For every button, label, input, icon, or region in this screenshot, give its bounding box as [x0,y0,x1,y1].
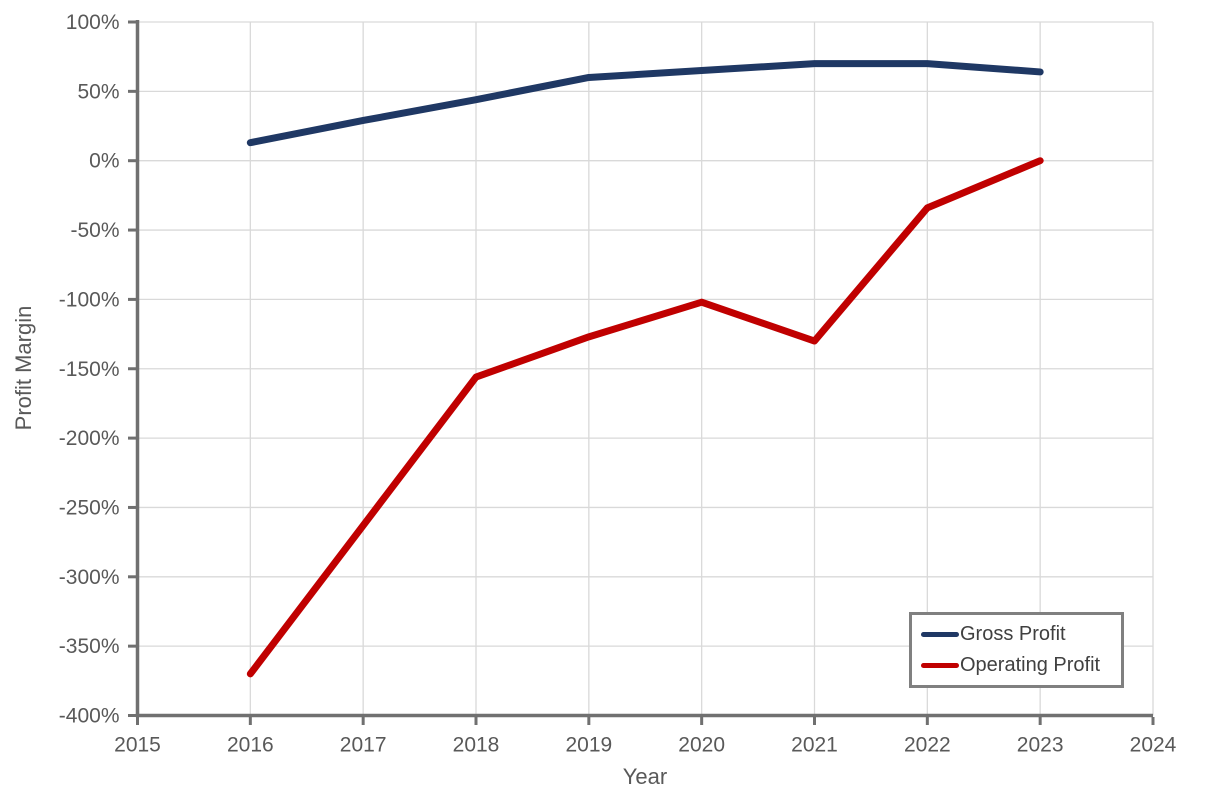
series-line-gross-profit [246,60,1044,147]
x-tick-label: 2023 [1017,734,1064,757]
x-tick-label: 2018 [453,734,500,757]
y-axis-title: Profit Margin [11,305,36,431]
y-tick-label: -300% [59,566,120,589]
x-axis-title: Year [622,764,668,789]
series-line-operating-profit [246,157,1044,678]
y-tick-label: -50% [70,219,119,242]
legend: Gross Profit Operating Profit [909,612,1124,688]
y-tick-label: 0% [89,150,119,173]
y-tick-label: -400% [59,705,120,728]
x-tick-label: 2016 [227,734,274,757]
gross-profit-line-sample-icon [921,632,959,637]
legend-item-operating-profit: Operating Profit [921,654,1121,677]
x-tick-label: 2017 [340,734,387,757]
y-tick-label: -250% [59,496,120,519]
x-tick-label: 2022 [904,734,951,757]
y-tick-label: 50% [77,80,119,103]
legend-item-gross-profit: Gross Profit [921,623,1121,646]
y-tick-label: -150% [59,358,120,381]
x-tick-label: 2024 [1130,734,1177,757]
y-tick-label: 100% [66,11,120,34]
x-tick-label: 2015 [114,734,161,757]
y-tick-label: -350% [59,635,120,658]
legend-label-operating-profit: Operating Profit [960,654,1101,676]
y-tick-label: -100% [59,288,120,311]
x-tick-label: 2019 [565,734,612,757]
x-tick-label: 2020 [678,734,725,757]
operating-profit-line-sample-icon [921,663,959,668]
legend-label-gross-profit: Gross Profit [960,623,1066,645]
x-tick-label: 2021 [791,734,838,757]
y-tick-label: -200% [59,427,120,450]
